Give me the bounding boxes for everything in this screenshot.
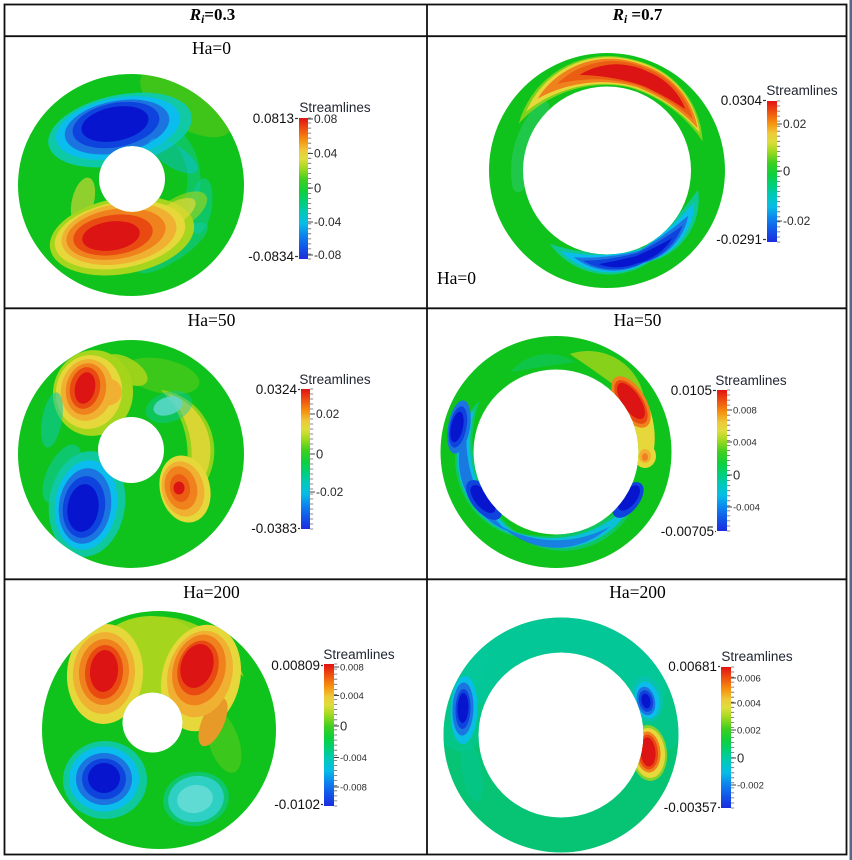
svg-text:0.008: 0.008: [733, 405, 757, 416]
svg-text:Streamlines: Streamlines: [299, 100, 371, 115]
svg-text:-0.02: -0.02: [316, 485, 344, 499]
svg-text:-0.002: -0.002: [737, 780, 764, 791]
svg-text:-0.0834: -0.0834: [248, 249, 294, 264]
svg-text:0.0813: 0.0813: [253, 111, 294, 126]
svg-text:0: 0: [316, 447, 323, 462]
svg-text:Streamlines: Streamlines: [766, 83, 838, 98]
svg-text:Streamlines: Streamlines: [721, 649, 793, 664]
svg-text:0.04: 0.04: [314, 147, 338, 161]
svg-text:0: 0: [783, 164, 790, 179]
svg-text:0.004: 0.004: [737, 698, 761, 709]
svg-text:Streamlines: Streamlines: [715, 373, 787, 388]
svg-text:0.0105: 0.0105: [671, 383, 712, 398]
svg-text:-0.0102: -0.0102: [274, 797, 320, 812]
svg-text:-0.0383: -0.0383: [251, 521, 297, 536]
svg-text:Streamlines: Streamlines: [323, 647, 395, 662]
svg-text:-0.02: -0.02: [783, 214, 811, 228]
svg-text:0.0324: 0.0324: [256, 382, 298, 397]
svg-text:0: 0: [737, 751, 744, 766]
svg-text:-0.00357: -0.00357: [664, 800, 717, 815]
svg-text:0.004: 0.004: [340, 691, 364, 702]
svg-text:0.02: 0.02: [316, 407, 340, 421]
svg-text:-0.008: -0.008: [340, 782, 367, 793]
svg-text:0: 0: [314, 181, 321, 196]
svg-text:0.002: 0.002: [737, 725, 761, 736]
svg-text:-0.004: -0.004: [733, 502, 760, 513]
svg-text:-0.00705: -0.00705: [661, 524, 714, 539]
svg-text:-0.004: -0.004: [340, 753, 367, 764]
svg-text:0.08: 0.08: [314, 112, 338, 126]
svg-text:0.00809: 0.00809: [271, 658, 320, 673]
svg-text:-0.04: -0.04: [314, 215, 342, 229]
svg-text:Streamlines: Streamlines: [299, 372, 371, 387]
svg-text:0: 0: [733, 468, 740, 483]
svg-text:0: 0: [340, 719, 347, 734]
svg-text:-0.0291: -0.0291: [716, 232, 762, 247]
svg-text:0.008: 0.008: [340, 662, 364, 673]
svg-text:0.006: 0.006: [737, 673, 761, 684]
svg-text:0.004: 0.004: [733, 437, 757, 448]
svg-text:-0.08: -0.08: [314, 248, 342, 262]
svg-text:0.0304: 0.0304: [721, 93, 763, 108]
svg-text:0.02: 0.02: [783, 117, 807, 131]
svg-text:0.00681: 0.00681: [668, 659, 717, 674]
